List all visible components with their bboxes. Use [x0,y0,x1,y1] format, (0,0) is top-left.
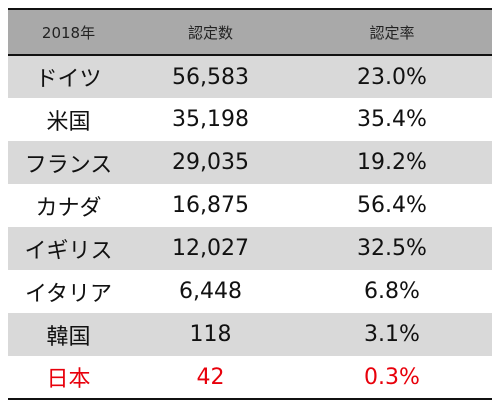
table-row: カナダ 16,875 56.4% [8,184,492,227]
rate-cell: 35.4% [357,107,427,132]
rate-cell: 56.4% [357,193,427,218]
rate-cell: 32.5% [357,236,427,261]
rate-cell: 0.3% [292,356,492,400]
count-cell: 118 [189,322,232,347]
country-cell: 韓国 [46,324,91,350]
country-cell: 日本 [8,356,129,400]
refugee-recognition-table-container: 2018年 認定数 認定率 ドイツ 56,583 23.0% 米国 35,198… [8,8,492,400]
table-row: 米国 35,198 35.4% [8,98,492,141]
table-body: ドイツ 56,583 23.0% 米国 35,198 35.4% フランス 29… [8,55,492,400]
country-cell: カナダ [35,195,102,221]
rate-cell: 6.8% [364,279,420,304]
table-header: 2018年 認定数 認定率 [8,8,492,56]
table-row: イタリア 6,448 6.8% [8,270,492,313]
count-cell: 6,448 [179,279,242,304]
table-row: イギリス 12,027 32.5% [8,227,492,270]
header-row: 2018年 認定数 認定率 [8,8,492,56]
table-row-highlighted: 日本 42 0.3% [8,356,492,400]
header-count: 認定数 [129,8,292,56]
count-cell: 12,027 [172,236,249,261]
header-rate: 認定率 [292,8,492,56]
table-row: 韓国 118 3.1% [8,313,492,356]
rate-cell: 19.2% [357,150,427,175]
count-cell: 35,198 [172,107,249,132]
count-cell: 42 [129,356,292,400]
country-cell: イギリス [24,238,113,264]
country-cell: ドイツ [35,67,102,92]
count-cell: 56,583 [172,64,249,90]
country-cell: イタリア [24,281,113,307]
count-cell: 29,035 [172,150,249,175]
refugee-recognition-table: 2018年 認定数 認定率 ドイツ 56,583 23.0% 米国 35,198… [8,8,492,400]
rate-cell: 3.1% [364,322,420,347]
table-row: ドイツ 56,583 23.0% [8,55,492,98]
rate-cell: 23.0% [357,64,427,90]
table-row: フランス 29,035 19.2% [8,141,492,184]
header-year: 2018年 [8,8,129,56]
country-cell: フランス [24,152,113,178]
count-cell: 16,875 [172,193,249,218]
country-cell: 米国 [46,109,91,135]
